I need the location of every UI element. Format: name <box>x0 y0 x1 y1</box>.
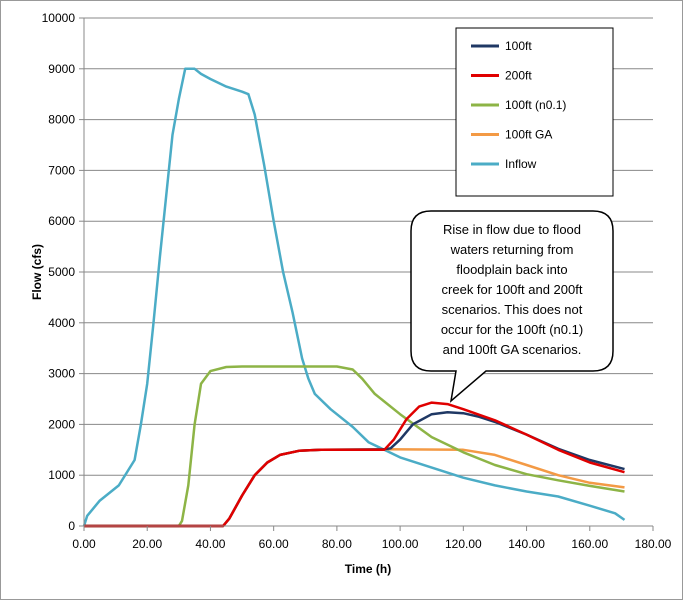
callout-text-line: occur for the 100ft (n0.1) <box>441 322 583 337</box>
y-tick-label: 4000 <box>48 316 75 330</box>
callout-annotation: Rise in flow due to flood waters returnin… <box>410 210 614 403</box>
legend-label: 100ft <box>505 39 532 53</box>
legend-label: 200ft <box>505 69 532 83</box>
legend-label: 100ft GA <box>505 128 552 142</box>
y-tick-label: 1000 <box>48 468 75 482</box>
x-tick-label: 120.00 <box>445 537 482 551</box>
callout-text-line: scenarios. This does not <box>442 302 583 317</box>
x-tick-label: 160.00 <box>571 537 608 551</box>
legend: 100ft 200ft 100ft (n0.1) 100ft GA Inflow <box>455 27 614 197</box>
x-tick-label: 80.00 <box>322 537 352 551</box>
legend-label: 100ft (n0.1) <box>505 98 566 112</box>
series-line-100ft-ga <box>84 448 625 528</box>
callout-text-line: floodplain back into <box>456 262 567 277</box>
x-tick-label: 0.00 <box>72 537 96 551</box>
x-tick-label: 180.00 <box>635 537 672 551</box>
y-tick-label: 0 <box>68 519 75 533</box>
x-tick-label: 100.00 <box>382 537 419 551</box>
callout-text-line: Rise in flow due to flood <box>443 222 581 237</box>
y-axis-label: Flow (cfs) <box>30 244 44 300</box>
y-tick-label: 3000 <box>48 367 75 381</box>
x-tick-label: 20.00 <box>132 537 162 551</box>
x-axis-label: Time (h) <box>345 562 391 576</box>
callout-text-line: creek for 100ft and 200ft <box>442 282 583 297</box>
y-tick-label: 7000 <box>48 163 75 177</box>
x-tick-label: 60.00 <box>259 537 289 551</box>
legend-label: Inflow <box>505 157 537 171</box>
y-tick-label: 6000 <box>48 214 75 228</box>
series-line-100ft-n0-1- <box>84 365 625 528</box>
callout-text-line: and 100ft GA scenarios. <box>443 342 582 357</box>
x-tick-label: 40.00 <box>195 537 225 551</box>
y-tick-label: 2000 <box>48 417 75 431</box>
series-line-inflow <box>82 67 626 527</box>
y-tick-label: 8000 <box>48 113 75 127</box>
y-tick-label: 10000 <box>42 11 76 25</box>
series-line-200ft <box>84 401 625 528</box>
y-tick-label: 9000 <box>48 62 75 76</box>
y-tick-label: 5000 <box>48 265 75 279</box>
x-tick-label: 140.00 <box>508 537 545 551</box>
callout-text-line: waters returning from <box>450 242 574 257</box>
